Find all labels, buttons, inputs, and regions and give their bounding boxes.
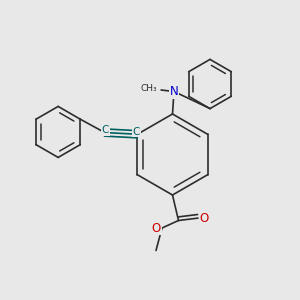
Text: C: C [133, 127, 140, 137]
Text: N: N [169, 85, 178, 98]
Text: O: O [200, 212, 209, 225]
Text: O: O [152, 221, 161, 235]
Text: CH₃: CH₃ [141, 84, 158, 93]
Text: C: C [102, 125, 109, 135]
